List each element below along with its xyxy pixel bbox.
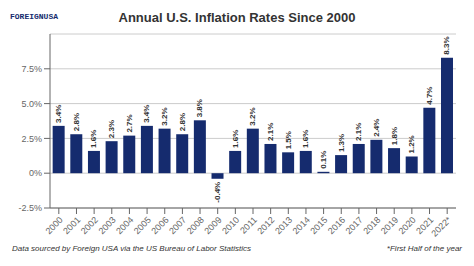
svg-text:2010: 2010 [220,215,241,236]
svg-text:3.4%: 3.4% [142,105,151,123]
svg-text:7.5%: 7.5% [21,64,42,74]
svg-text:2011: 2011 [238,215,259,236]
svg-text:0%: 0% [29,168,42,178]
svg-text:2020: 2020 [397,215,418,236]
html-text:Annual U.S. Inflation Rates Si: Annual U.S. Inflation Rates Since 2000 [118,10,356,25]
svg-text:2006: 2006 [149,215,170,236]
svg-text:1.2%: 1.2% [407,135,416,153]
svg-text:2.5%: 2.5% [21,134,42,144]
svg-text:1.6%: 1.6% [301,130,310,148]
svg-text:-0.4%: -0.4% [213,182,222,203]
svg-text:2007: 2007 [167,215,188,236]
svg-text:2004: 2004 [114,215,135,236]
svg-text:2005: 2005 [132,215,153,236]
svg-text:2.4%: 2.4% [372,119,381,137]
svg-text:2021: 2021 [414,214,436,237]
svg-text:2009: 2009 [202,215,223,236]
svg-text:2003: 2003 [96,215,117,236]
svg-text:5.0%: 5.0% [21,99,42,109]
svg-text:3.2%: 3.2% [160,107,169,125]
svg-text:4.7%: 4.7% [425,87,434,105]
svg-text:8.3%: 8.3% [442,36,451,54]
svg-text:3.2%: 3.2% [248,107,257,125]
svg-text:2.1%: 2.1% [266,123,275,141]
svg-text:2.7%: 2.7% [125,114,134,132]
svg-text:2013: 2013 [273,215,294,236]
svg-text:1.8%: 1.8% [390,127,399,145]
svg-text:1.3%: 1.3% [337,134,346,152]
svg-text:1.5%: 1.5% [284,131,293,149]
html-text:*First Half of the year: *First Half of the year [386,243,462,253]
svg-text:2.8%: 2.8% [72,113,81,131]
svg-text:2000: 2000 [44,215,65,236]
svg-text:2002: 2002 [79,215,100,236]
svg-text:1.6%: 1.6% [231,130,240,148]
html-text:Data sourced by Foreign USA vi: Data sourced by Foreign USA via the US B… [12,243,251,253]
svg-text:0.1%: 0.1% [319,151,328,169]
svg-text:2001: 2001 [61,215,82,236]
svg-text:2008: 2008 [185,215,206,236]
svg-text:2018: 2018 [361,215,382,236]
svg-text:2017: 2017 [344,215,365,236]
svg-text:2014: 2014 [291,215,312,236]
svg-text:2.3%: 2.3% [107,120,116,138]
svg-text:2012: 2012 [255,215,276,236]
svg-text:3.8%: 3.8% [195,99,204,117]
svg-text:2.1%: 2.1% [354,123,363,141]
svg-text:2019: 2019 [379,215,400,236]
svg-text:2015: 2015 [308,215,329,236]
svg-text:1.6%: 1.6% [89,130,98,148]
svg-text:3.4%: 3.4% [54,105,63,123]
svg-text:2016: 2016 [326,215,347,236]
svg-text:-2.5%: -2.5% [18,203,42,213]
html-text:FOREIGNUSA: FOREIGNUSA [10,12,58,21]
svg-text:2.8%: 2.8% [178,113,187,131]
svg-text:2022*: 2022* [429,215,453,239]
